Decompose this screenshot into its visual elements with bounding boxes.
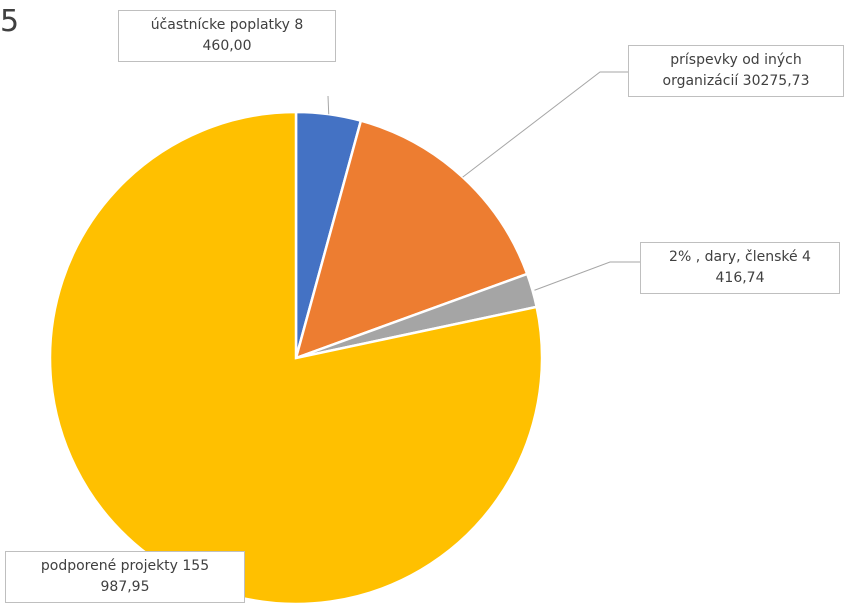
data-label-line: podporené projekty 155 bbox=[40, 558, 210, 574]
chart-title-fragment: 5 bbox=[0, 4, 20, 39]
leader-line-donations-membership bbox=[534, 261, 640, 291]
data-label-donations-membership: 2% , dary, členské 4 416,74 bbox=[640, 242, 840, 294]
data-label-supported-projects: podporené projekty 155 987,95 bbox=[5, 551, 245, 603]
leader-line-contributions-other-orgs bbox=[462, 71, 628, 178]
pie-slices bbox=[48, 110, 544, 606]
data-label-line: 416,74 bbox=[715, 270, 765, 286]
data-label-line: organizácií 30275,73 bbox=[662, 73, 810, 89]
data-label-line: 987,95 bbox=[100, 579, 150, 595]
pie-slice-contributions-other-orgs bbox=[294, 119, 529, 360]
data-label-participant-fees: účastnícke poplatky 8 460,00 bbox=[118, 10, 336, 62]
data-label-line: 2% , dary, členské 4 bbox=[669, 249, 811, 265]
leader-line-participant-fees bbox=[327, 95, 330, 115]
pie-slice-supported-projects bbox=[48, 110, 544, 606]
data-label-line: príspevky od iných bbox=[670, 52, 802, 68]
leader-lines bbox=[327, 71, 640, 291]
data-label-line: 460,00 bbox=[202, 38, 252, 54]
data-label-line: účastnícke poplatky 8 bbox=[150, 17, 304, 33]
data-label-contributions-other-orgs: príspevky od iných organizácií 30275,73 bbox=[628, 45, 844, 97]
